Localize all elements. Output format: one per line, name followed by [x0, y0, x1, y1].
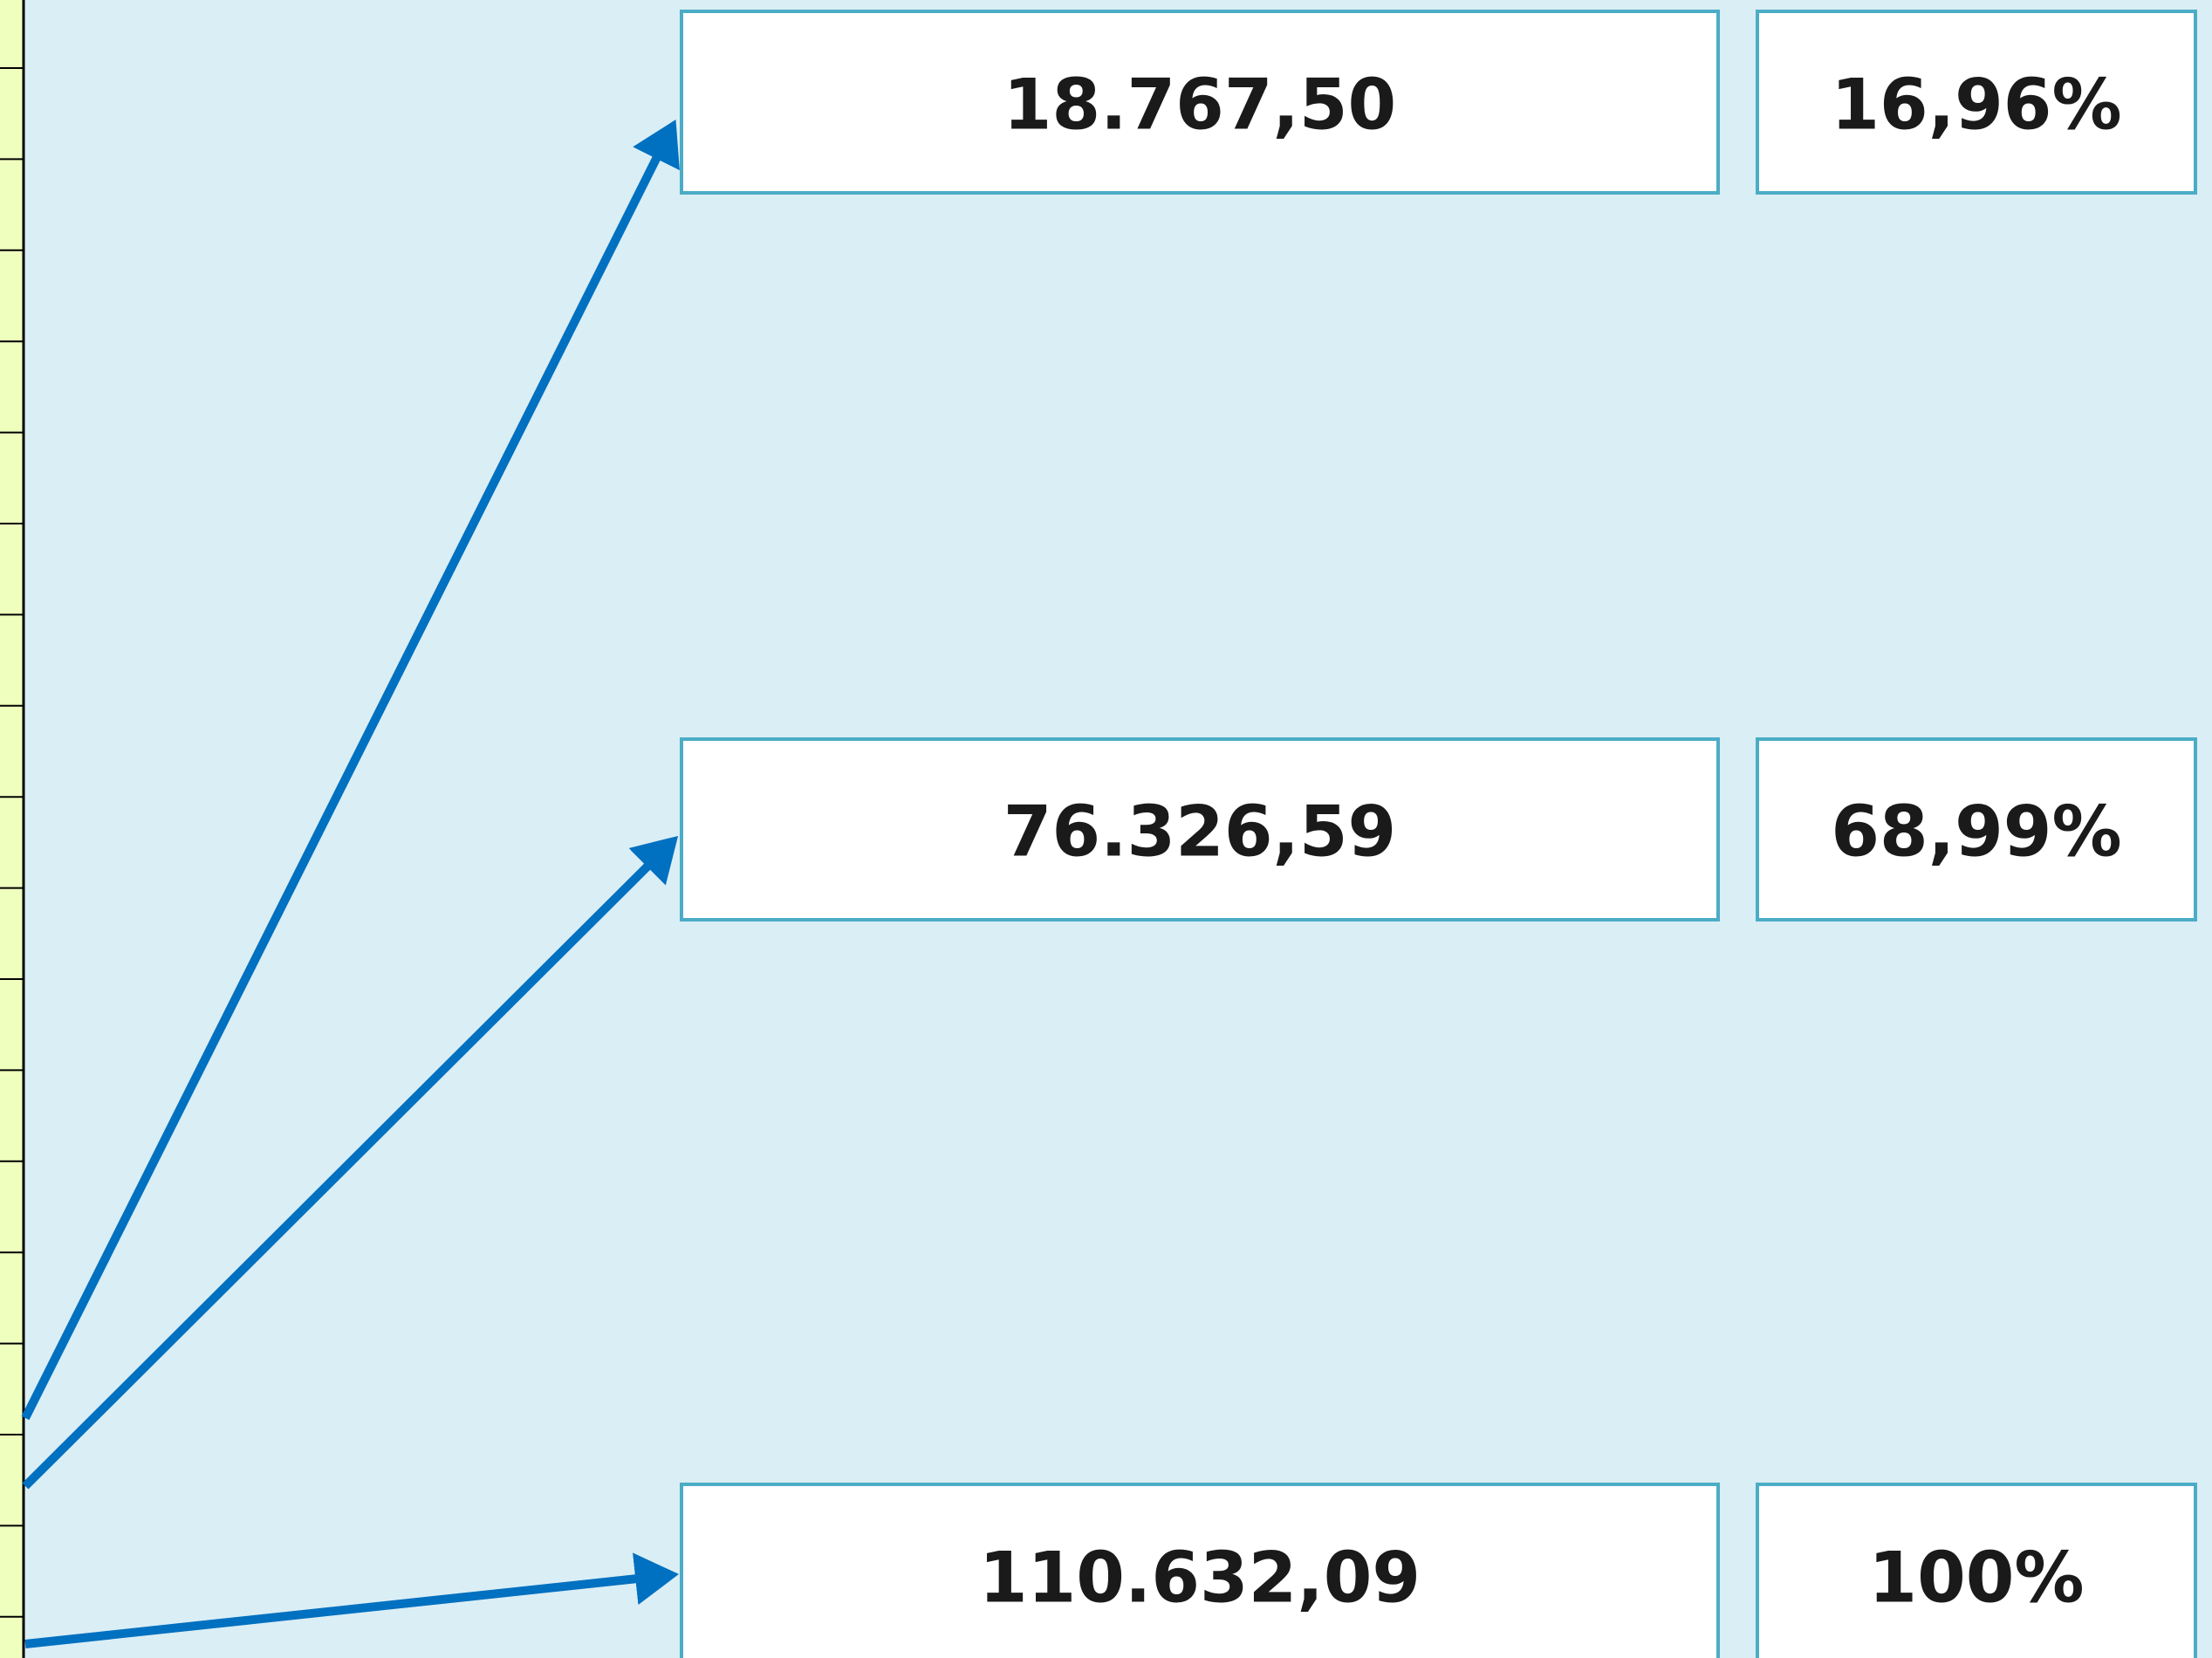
value-box — [680, 10, 1720, 195]
value-text: 110.632,09 — [979, 1538, 1421, 1619]
arrow — [22, 835, 679, 1490]
value-box — [680, 1483, 1720, 1658]
percent-text: 100% — [1868, 1538, 2084, 1619]
percent-box — [1756, 10, 2197, 195]
arrow — [21, 120, 680, 1421]
strip-lines — [0, 67, 24, 1618]
percent-text: 68,99% — [1831, 791, 2121, 873]
percent-box — [1756, 1483, 2197, 1658]
percent-box — [1756, 737, 2197, 921]
value-box — [680, 737, 1720, 921]
arrow — [24, 1552, 679, 1648]
value-text: 18.767,50 — [1003, 65, 1396, 146]
sheet-strip — [0, 0, 24, 1658]
value-text: 76.326,59 — [1003, 791, 1396, 873]
percent-text: 16,96% — [1831, 65, 2121, 146]
